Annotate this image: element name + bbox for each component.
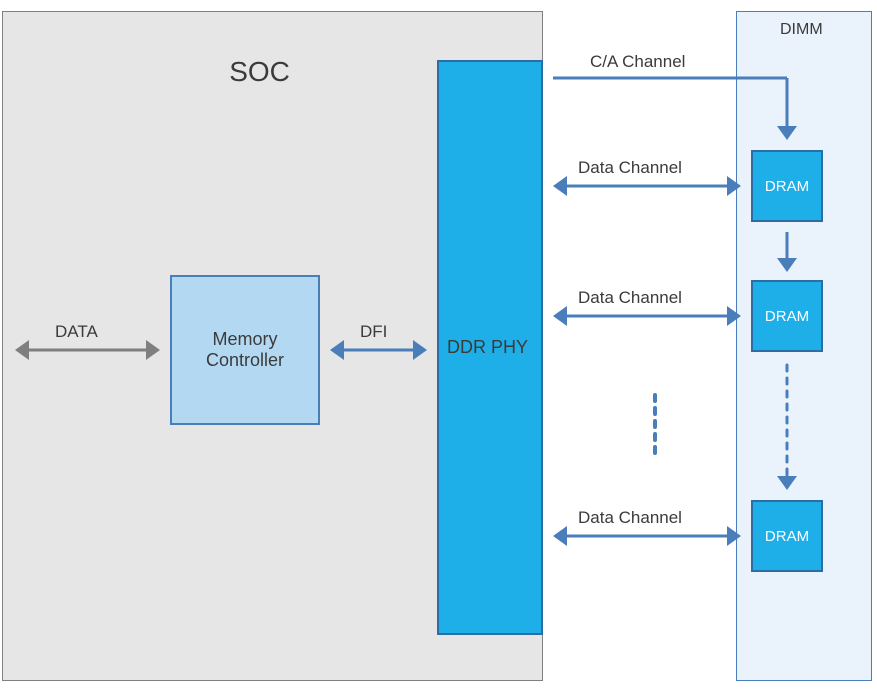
dram-label: DRAM	[765, 308, 809, 325]
dram-block: DRAM	[751, 500, 823, 572]
data-channel-label: Data Channel	[578, 288, 682, 308]
memory-controller-block: MemoryController	[170, 275, 320, 425]
ddr-phy-label: DDR PHY	[447, 337, 528, 358]
dimm-title-label: DIMM	[780, 21, 823, 39]
dram-block: DRAM	[751, 150, 823, 222]
data-channel-label: Data Channel	[578, 158, 682, 178]
data-channel-label: Data Channel	[578, 508, 682, 528]
dram-label: DRAM	[765, 528, 809, 545]
data-bus-label: DATA	[55, 322, 98, 342]
soc-title-label: SOC	[229, 56, 290, 88]
ddr-phy-block: DDR PHY	[437, 60, 543, 635]
dfi-bus-label: DFI	[360, 322, 387, 342]
dram-label: DRAM	[765, 178, 809, 195]
ca-channel-label: C/A Channel	[590, 52, 685, 72]
memory-controller-label: MemoryController	[206, 329, 284, 371]
dram-block: DRAM	[751, 280, 823, 352]
